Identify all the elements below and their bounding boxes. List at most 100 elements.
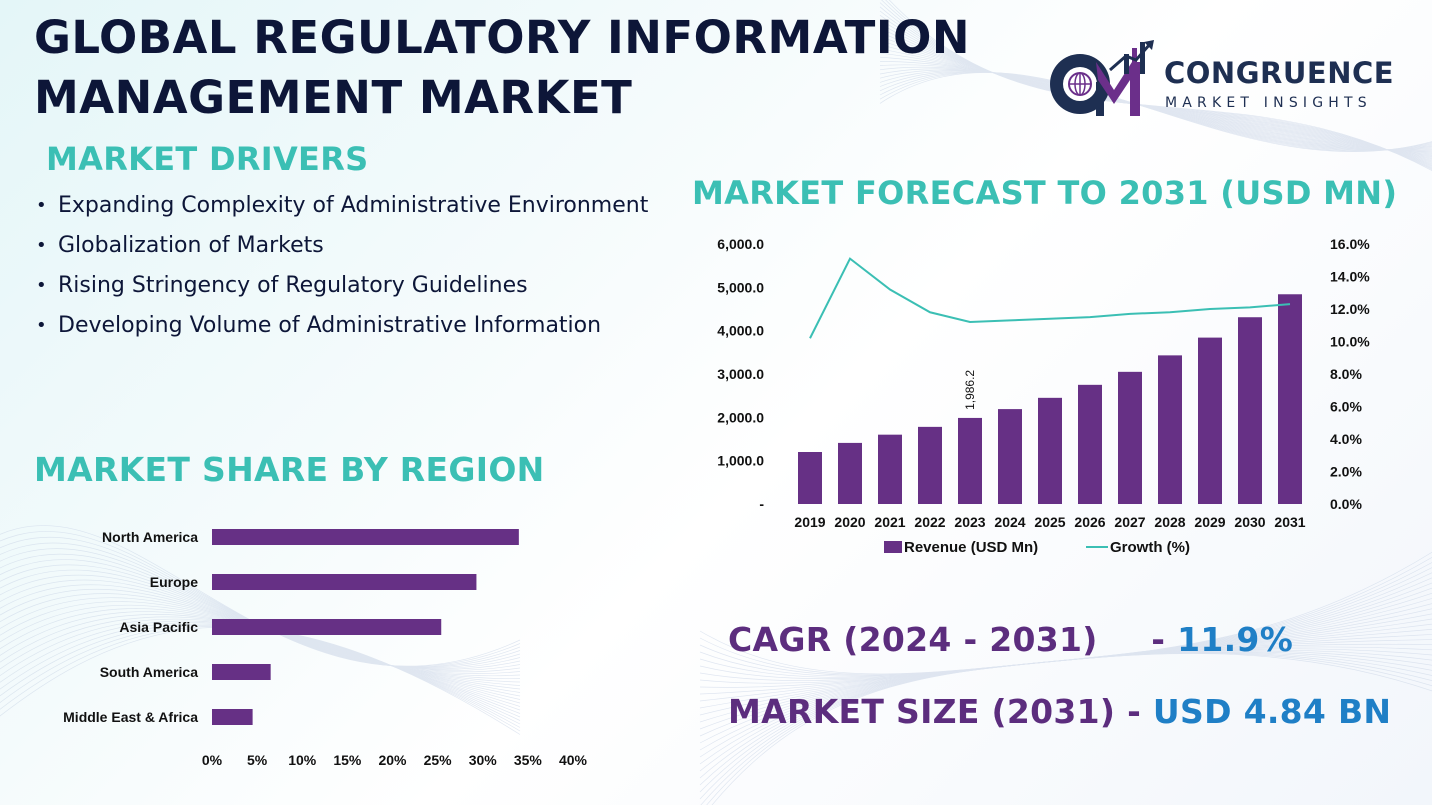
legend-swatch-revenue (884, 541, 902, 553)
wave-line (0, 597, 521, 690)
y-right-tick-label: 6.0% (1330, 399, 1362, 415)
wave-line (879, 72, 1432, 152)
region-bar (212, 574, 477, 590)
wave-line (699, 582, 1432, 779)
wave-line (0, 553, 521, 669)
logo-tagline: MARKET INSIGHTS (1165, 95, 1372, 111)
x-tick-label: 2031 (1274, 514, 1305, 530)
y-right-tick-label: 14.0% (1330, 269, 1370, 285)
revenue-bar (1038, 397, 1062, 504)
wave-line (0, 626, 521, 735)
region-bar (212, 619, 442, 635)
x-tick-label: 2023 (954, 514, 985, 530)
cagr-stat: CAGR (2024 - 2031) - 11.9% (728, 620, 1293, 659)
x-tick-label: 2021 (874, 514, 905, 530)
wave-line (0, 537, 521, 668)
x-tick-label: 0% (202, 752, 223, 768)
x-tick-label: 2024 (994, 514, 1025, 530)
y-left-tick-label: - (759, 496, 764, 512)
market-size-value: USD 4.84 BN (1152, 692, 1392, 731)
y-right-tick-label: 12.0% (1330, 301, 1370, 317)
data-label: 1,986.2 (963, 370, 977, 410)
wave-line (0, 584, 521, 679)
y-right-tick-label: 8.0% (1330, 366, 1362, 382)
y-left-tick-label: 3,000.0 (717, 366, 764, 382)
wave-line (0, 611, 521, 704)
y-left-tick-label: 4,000.0 (717, 323, 764, 339)
cagr-value: 11.9% (1177, 620, 1294, 659)
x-tick-label: 2020 (834, 514, 865, 530)
logo-mark-icon (1050, 40, 1154, 116)
title-line-1: GLOBAL REGULATORY INFORMATION (34, 11, 971, 64)
y-right-tick-label: 16.0% (1330, 236, 1370, 252)
market-size-label: MARKET SIZE (2031) (728, 692, 1116, 731)
revenue-bar (958, 417, 982, 504)
logo-name: CONGRUENCE (1164, 56, 1395, 90)
region-label: Europe (150, 574, 198, 590)
wave-line (0, 531, 521, 667)
wave-line (0, 548, 521, 669)
region-label: South America (100, 664, 198, 680)
x-tick-label: 2028 (1154, 514, 1185, 530)
x-tick-label: 5% (247, 752, 268, 768)
cagr-separator: - (1151, 620, 1166, 659)
y-left-tick-label: 6,000.0 (717, 236, 764, 252)
y-right-tick-label: 4.0% (1330, 431, 1362, 447)
wave-line (699, 630, 1432, 692)
x-tick-label: 2027 (1114, 514, 1145, 530)
region-bar (212, 664, 271, 680)
wave-line (0, 608, 521, 700)
forecast-heading: MARKET FORECAST TO 2031 (USD MN) (692, 174, 1398, 212)
wave-line (0, 588, 521, 683)
revenue-bar (798, 452, 822, 504)
wave-line (0, 542, 521, 668)
legend-label-growth: Growth (%) (1110, 539, 1190, 556)
wave-line (0, 614, 521, 707)
revenue-bar (1278, 294, 1302, 504)
wave-line (699, 592, 1432, 765)
title-line-2: MANAGEMENT MARKET (34, 71, 633, 124)
drivers-list: Expanding Complexity of Administrative E… (36, 186, 668, 346)
wave-line (0, 601, 521, 693)
revenue-bar (878, 434, 902, 504)
region-bar (212, 529, 519, 545)
wave-line (0, 618, 521, 714)
driver-item: Globalization of Markets (36, 226, 668, 266)
x-tick-label: 2030 (1234, 514, 1265, 530)
x-tick-label: 2029 (1194, 514, 1225, 530)
wave-line (0, 622, 521, 721)
x-tick-label: 2025 (1034, 514, 1065, 530)
revenue-bar (1078, 384, 1102, 504)
y-left-tick-label: 1,000.0 (717, 453, 764, 469)
revenue-bar (1238, 317, 1262, 504)
x-tick-label: 20% (378, 752, 407, 768)
driver-item: Expanding Complexity of Administrative E… (36, 186, 668, 226)
revenue-bar (998, 409, 1022, 504)
cagr-label: CAGR (2024 - 2031) (728, 620, 1098, 659)
region-bar (212, 709, 253, 725)
wave-line (699, 587, 1432, 772)
x-tick-label: 10% (288, 752, 317, 768)
market-size-separator: - (1127, 692, 1142, 731)
region-label: Middle East & Africa (63, 709, 198, 725)
revenue-bar (838, 442, 862, 504)
market-size-stat: MARKET SIZE (2031) - USD 4.84 BN (728, 692, 1391, 731)
x-tick-label: 25% (424, 752, 453, 768)
revenue-bar (918, 426, 942, 504)
y-left-tick-label: 5,000.0 (717, 279, 764, 295)
wave-line (0, 620, 521, 718)
x-tick-label: 15% (333, 752, 362, 768)
x-tick-label: 40% (559, 752, 588, 768)
wave-line (699, 577, 1432, 786)
revenue-bar (1158, 355, 1182, 504)
x-tick-label: 2026 (1074, 514, 1105, 530)
legend-label-revenue: Revenue (USD Mn) (904, 539, 1038, 556)
revenue-bar (1118, 371, 1142, 504)
region-label: North America (102, 529, 198, 545)
driver-item: Rising Stringency of Regulatory Guidelin… (36, 266, 668, 306)
region-label: Asia Pacific (119, 619, 198, 635)
driver-item: Developing Volume of Administrative Info… (36, 306, 668, 346)
wave-line (699, 567, 1432, 800)
y-right-tick-label: 10.0% (1330, 334, 1370, 350)
